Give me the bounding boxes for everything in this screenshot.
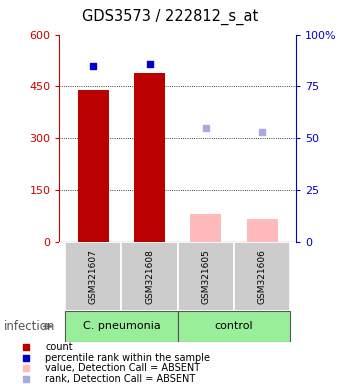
Bar xyxy=(65,242,121,311)
Bar xyxy=(134,73,165,242)
Point xyxy=(147,61,152,67)
Bar xyxy=(65,311,177,342)
Text: GSM321608: GSM321608 xyxy=(145,249,154,304)
Point xyxy=(24,365,29,371)
Text: control: control xyxy=(215,321,253,331)
Bar xyxy=(177,242,234,311)
Bar xyxy=(78,90,109,242)
Bar xyxy=(190,214,221,242)
Text: C. pneumonia: C. pneumonia xyxy=(83,321,160,331)
Text: GDS3573 / 222812_s_at: GDS3573 / 222812_s_at xyxy=(82,9,258,25)
Text: rank, Detection Call = ABSENT: rank, Detection Call = ABSENT xyxy=(45,374,195,384)
Text: GSM321607: GSM321607 xyxy=(89,249,98,304)
Text: infection: infection xyxy=(3,320,55,333)
Point xyxy=(24,354,29,361)
Bar xyxy=(177,311,290,342)
Bar xyxy=(234,242,290,311)
Point xyxy=(24,344,29,350)
Bar xyxy=(121,242,177,311)
Point xyxy=(90,63,96,69)
Text: GSM321606: GSM321606 xyxy=(257,249,267,304)
Text: percentile rank within the sample: percentile rank within the sample xyxy=(45,353,210,362)
Point xyxy=(203,125,208,131)
Point xyxy=(259,129,265,135)
Point xyxy=(24,376,29,382)
Text: count: count xyxy=(45,342,73,352)
Bar xyxy=(246,220,277,242)
Text: GSM321605: GSM321605 xyxy=(201,249,210,304)
Text: value, Detection Call = ABSENT: value, Detection Call = ABSENT xyxy=(45,363,200,373)
